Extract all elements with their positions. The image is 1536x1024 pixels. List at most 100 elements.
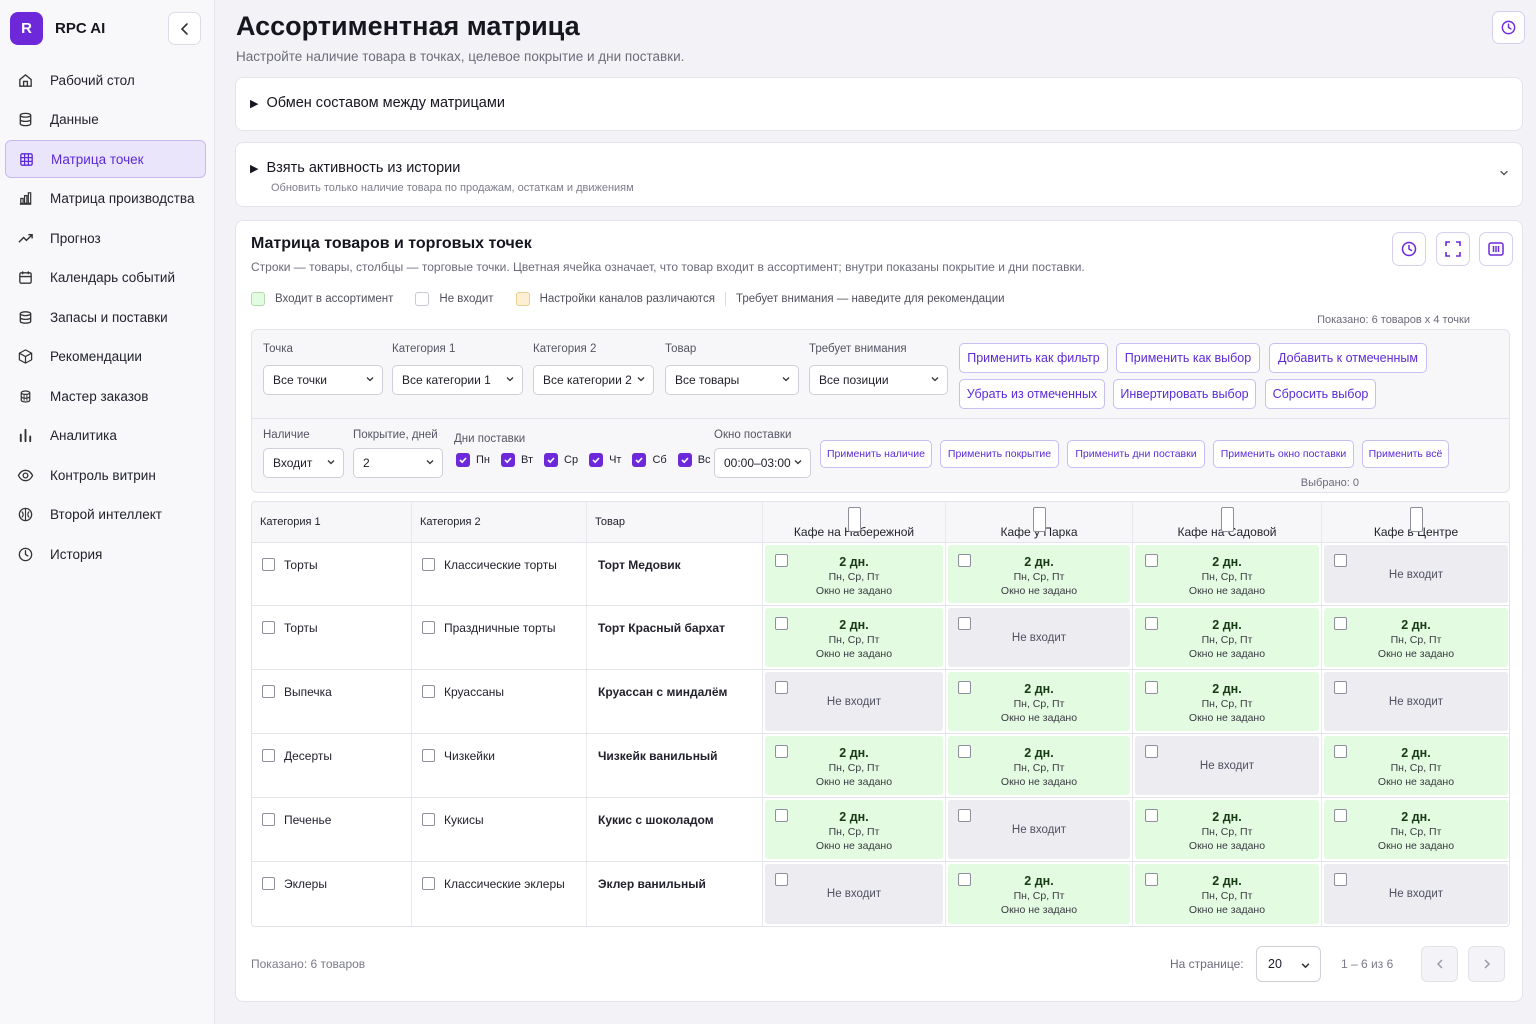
sidebar-item-8[interactable]: Мастер заказов xyxy=(5,377,206,415)
matrix-cell-checkbox[interactable] xyxy=(775,681,788,694)
matrix-cell-checkbox[interactable] xyxy=(958,681,971,694)
location-checkbox[interactable] xyxy=(1033,507,1046,532)
matrix-cell-checkbox[interactable] xyxy=(1334,554,1347,567)
matrix-cell-in[interactable]: 2 дн. Пн, Ср, Пт Окно не задано xyxy=(948,672,1130,731)
matrix-cell-in[interactable]: 2 дн. Пн, Ср, Пт Окно не задано xyxy=(765,545,943,603)
delivery-day-3[interactable]: Чт xyxy=(589,453,621,467)
matrix-history-button[interactable] xyxy=(1392,232,1426,266)
delivery-day-1[interactable]: Вт xyxy=(500,453,533,467)
matrix-cell-in[interactable]: 2 дн. Пн, Ср, Пт Окно не задано xyxy=(948,864,1130,924)
apply-as-filter-button[interactable]: Применить как фильтр xyxy=(959,343,1108,373)
attention-select[interactable]: Все позиции xyxy=(809,365,948,395)
matrix-cell-out[interactable]: Не входит xyxy=(1324,545,1508,603)
sidebar-item-12[interactable]: История xyxy=(5,535,206,573)
chevron-down-icon[interactable] xyxy=(1498,167,1510,179)
matrix-cell-in[interactable]: 2 дн. Пн, Ср, Пт Окно не задано xyxy=(765,608,943,667)
row-cat2-checkbox[interactable] xyxy=(422,813,435,826)
matrix-cell-in[interactable]: 2 дн. Пн, Ср, Пт Окно не задано xyxy=(1135,800,1319,859)
matrix-cell-checkbox[interactable] xyxy=(1334,873,1347,886)
matrix-cell-out[interactable]: Не входит xyxy=(765,672,943,731)
sidebar-item-6[interactable]: Запасы и поставки xyxy=(5,298,206,336)
delivery-day-0[interactable]: Пн xyxy=(456,453,490,467)
coverage-select[interactable]: 2 xyxy=(353,448,443,478)
matrix-cell-in[interactable]: 2 дн. Пн, Ср, Пт Окно не задано xyxy=(765,736,943,795)
matrix-cell-out[interactable]: Не входит xyxy=(948,608,1130,667)
row-cat1-checkbox[interactable] xyxy=(262,621,275,634)
row-cat2-checkbox[interactable] xyxy=(422,558,435,571)
matrix-cell-checkbox[interactable] xyxy=(958,873,971,886)
location-checkbox[interactable] xyxy=(1410,507,1423,532)
columns-button[interactable] xyxy=(1479,232,1513,266)
matrix-cell-checkbox[interactable] xyxy=(1145,745,1158,758)
apply-delivery-window-button[interactable]: Применить окно поставки xyxy=(1213,440,1354,468)
matrix-cell-in[interactable]: 2 дн. Пн, Ср, Пт Окно не задано xyxy=(948,736,1130,795)
matrix-cell-checkbox[interactable] xyxy=(775,745,788,758)
matrix-cell-in[interactable]: 2 дн. Пн, Ср, Пт Окно не задано xyxy=(1324,736,1508,795)
matrix-cell-checkbox[interactable] xyxy=(958,809,971,822)
matrix-cell-checkbox[interactable] xyxy=(958,745,971,758)
matrix-cell-in[interactable]: 2 дн. Пн, Ср, Пт Окно не задано xyxy=(1324,608,1508,667)
row-cat1-checkbox[interactable] xyxy=(262,749,275,762)
row-cat2-checkbox[interactable] xyxy=(422,749,435,762)
row-cat2-checkbox[interactable] xyxy=(422,621,435,634)
remove-from-selected-button[interactable]: Убрать из отмеченных xyxy=(959,379,1105,409)
history-button[interactable] xyxy=(1492,11,1525,44)
matrix-cell-in[interactable]: 2 дн. Пн, Ср, Пт Окно не задано xyxy=(1324,800,1508,859)
delivery-day-4[interactable]: Сб xyxy=(632,453,667,467)
fullscreen-button[interactable] xyxy=(1436,232,1470,266)
checkbox-checked[interactable] xyxy=(677,453,692,467)
sidebar-item-9[interactable]: Аналитика xyxy=(5,417,206,455)
matrix-cell-out[interactable]: Не входит xyxy=(948,800,1130,859)
matrix-cell-checkbox[interactable] xyxy=(775,554,788,567)
accordion-matrix-exchange[interactable]: ▶ Обмен составом между матрицами xyxy=(235,77,1523,131)
matrix-cell-checkbox[interactable] xyxy=(1334,809,1347,822)
matrix-cell-in[interactable]: 2 дн. Пн, Ср, Пт Окно не задано xyxy=(1135,864,1319,924)
checkbox-checked[interactable] xyxy=(456,453,470,467)
matrix-cell-out[interactable]: Не входит xyxy=(1324,672,1508,731)
checkbox-checked[interactable] xyxy=(544,453,558,467)
checkbox-checked[interactable] xyxy=(589,453,604,467)
row-cat1-checkbox[interactable] xyxy=(262,813,275,826)
row-cat2-checkbox[interactable] xyxy=(422,877,435,890)
apply-all-button[interactable]: Применить всё xyxy=(1362,440,1449,468)
row-cat1-checkbox[interactable] xyxy=(262,558,275,571)
checkbox-checked[interactable] xyxy=(500,453,515,467)
category1-select[interactable]: Все категории 1 xyxy=(392,365,523,395)
apply-coverage-button[interactable]: Применить покрытие xyxy=(940,440,1059,468)
sidebar-item-5[interactable]: Календарь событий xyxy=(5,259,206,297)
matrix-cell-out[interactable]: Не входит xyxy=(765,864,943,924)
matrix-cell-checkbox[interactable] xyxy=(775,809,788,822)
matrix-cell-checkbox[interactable] xyxy=(1334,681,1347,694)
delivery-day-2[interactable]: Ср xyxy=(544,453,578,467)
delivery-window-select[interactable]: 00:00–03:00 xyxy=(714,448,811,478)
matrix-cell-out[interactable]: Не входит xyxy=(1135,736,1319,795)
apply-as-selection-button[interactable]: Применить как выбор xyxy=(1116,343,1260,373)
reset-selection-button[interactable]: Сбросить выбор xyxy=(1265,379,1376,409)
sidebar-item-3[interactable]: Матрица производства xyxy=(5,180,206,218)
matrix-cell-checkbox[interactable] xyxy=(1334,617,1347,630)
apply-availability-button[interactable]: Применить наличие xyxy=(820,440,932,468)
row-cat1-checkbox[interactable] xyxy=(262,685,275,698)
per-page-select[interactable]: 20 xyxy=(1256,946,1321,982)
product-select[interactable]: Все товары xyxy=(665,365,799,395)
matrix-cell-in[interactable]: 2 дн. Пн, Ср, Пт Окно не задано xyxy=(765,800,943,859)
apply-delivery-days-button[interactable]: Применить дни поставки xyxy=(1067,440,1205,468)
sidebar-item-0[interactable]: Рабочий стол xyxy=(5,61,206,99)
sidebar-item-11[interactable]: Второй интеллект xyxy=(5,496,206,534)
matrix-cell-out[interactable]: Не входит xyxy=(1324,864,1508,924)
matrix-cell-checkbox[interactable] xyxy=(1145,809,1158,822)
matrix-cell-in[interactable]: 2 дн. Пн, Ср, Пт Окно не задано xyxy=(948,545,1130,603)
sidebar-item-4[interactable]: Прогноз xyxy=(5,219,206,257)
checkbox-checked[interactable] xyxy=(632,453,647,467)
prev-page-button[interactable] xyxy=(1421,946,1458,982)
category2-select[interactable]: Все категории 2 xyxy=(533,365,654,395)
matrix-cell-in[interactable]: 2 дн. Пн, Ср, Пт Окно не задано xyxy=(1135,608,1319,667)
matrix-cell-checkbox[interactable] xyxy=(775,617,788,630)
matrix-cell-checkbox[interactable] xyxy=(1145,873,1158,886)
matrix-cell-in[interactable]: 2 дн. Пн, Ср, Пт Окно не задано xyxy=(1135,672,1319,731)
add-to-selected-button[interactable]: Добавить к отмеченным xyxy=(1269,343,1427,373)
sidebar-item-10[interactable]: Контроль витрин xyxy=(5,456,206,494)
availability-select[interactable]: Входит xyxy=(263,448,344,478)
sidebar-item-1[interactable]: Данные xyxy=(5,101,206,139)
next-page-button[interactable] xyxy=(1468,946,1505,982)
